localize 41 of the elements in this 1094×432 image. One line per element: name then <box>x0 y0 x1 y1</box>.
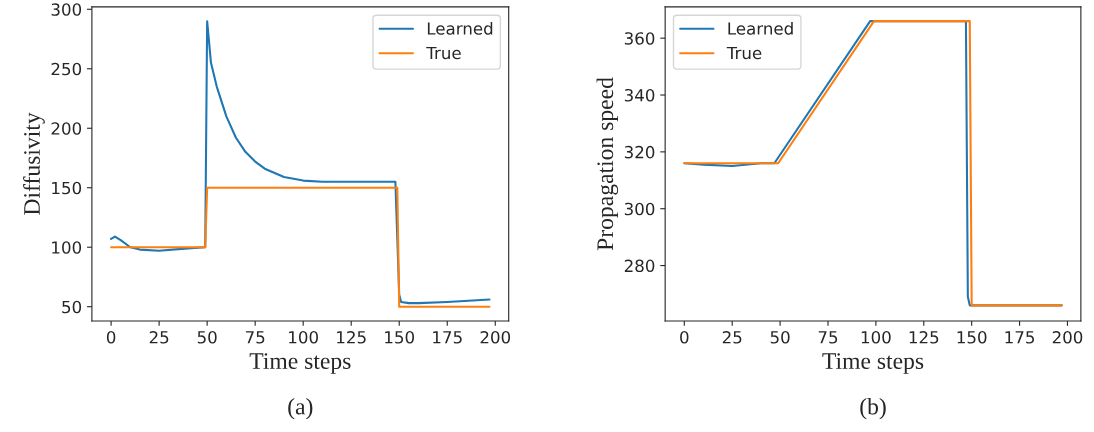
line-series <box>110 20 491 305</box>
x-tick-label: 0 <box>680 330 689 344</box>
y-tick-label: 150 <box>52 181 82 195</box>
line-series <box>683 20 1063 307</box>
x-tick-label: 150 <box>385 330 415 344</box>
y-axis-title: Diffusivity <box>23 112 45 215</box>
x-tick-label: 100 <box>289 330 318 344</box>
legend-label: True <box>726 46 762 60</box>
x-tick-label: 175 <box>433 331 462 344</box>
x-tick-label: 25 <box>149 330 169 344</box>
x-tick-label: 25 <box>722 330 742 344</box>
x-tick-label: 200 <box>1052 330 1083 344</box>
legend-label: Learned <box>728 21 793 35</box>
legend-label: Learned <box>427 21 493 35</box>
x-tick-label: 100 <box>861 330 891 344</box>
x-tick-label: 200 <box>480 330 511 344</box>
text: (b) <box>860 397 886 420</box>
y-tick-label: 300 <box>624 202 655 216</box>
x-tick-label: 0 <box>106 330 116 344</box>
y-tick-label: 320 <box>624 145 655 159</box>
y-tick-label: 340 <box>624 88 655 102</box>
x-tick-label: 75 <box>245 331 265 344</box>
y-axis-title: Propagation speed <box>596 77 619 251</box>
x-tick-label: 50 <box>197 330 217 344</box>
x-axis-title: Time steps <box>249 353 351 374</box>
x-tick-label: 125 <box>337 330 366 344</box>
y-tick-label: 280 <box>624 259 655 273</box>
x-tick-label: 125 <box>909 330 939 344</box>
y-tick-label: 100 <box>52 241 82 254</box>
x-tick-label: 150 <box>957 330 987 344</box>
y-tick-label: 50 <box>62 300 82 314</box>
x-tick-label: 175 <box>1005 331 1035 344</box>
y-tick-label: 300 <box>51 3 82 16</box>
y-tick-label: 200 <box>51 122 82 135</box>
x-tick-label: 75 <box>818 331 838 344</box>
x-axis-title: Time steps <box>822 353 924 374</box>
y-tick-label: 360 <box>624 32 655 45</box>
text: (a) <box>288 397 313 420</box>
legend-label: True <box>426 46 461 60</box>
x-tick-label: 50 <box>770 330 790 344</box>
y-tick-label: 250 <box>51 62 82 76</box>
